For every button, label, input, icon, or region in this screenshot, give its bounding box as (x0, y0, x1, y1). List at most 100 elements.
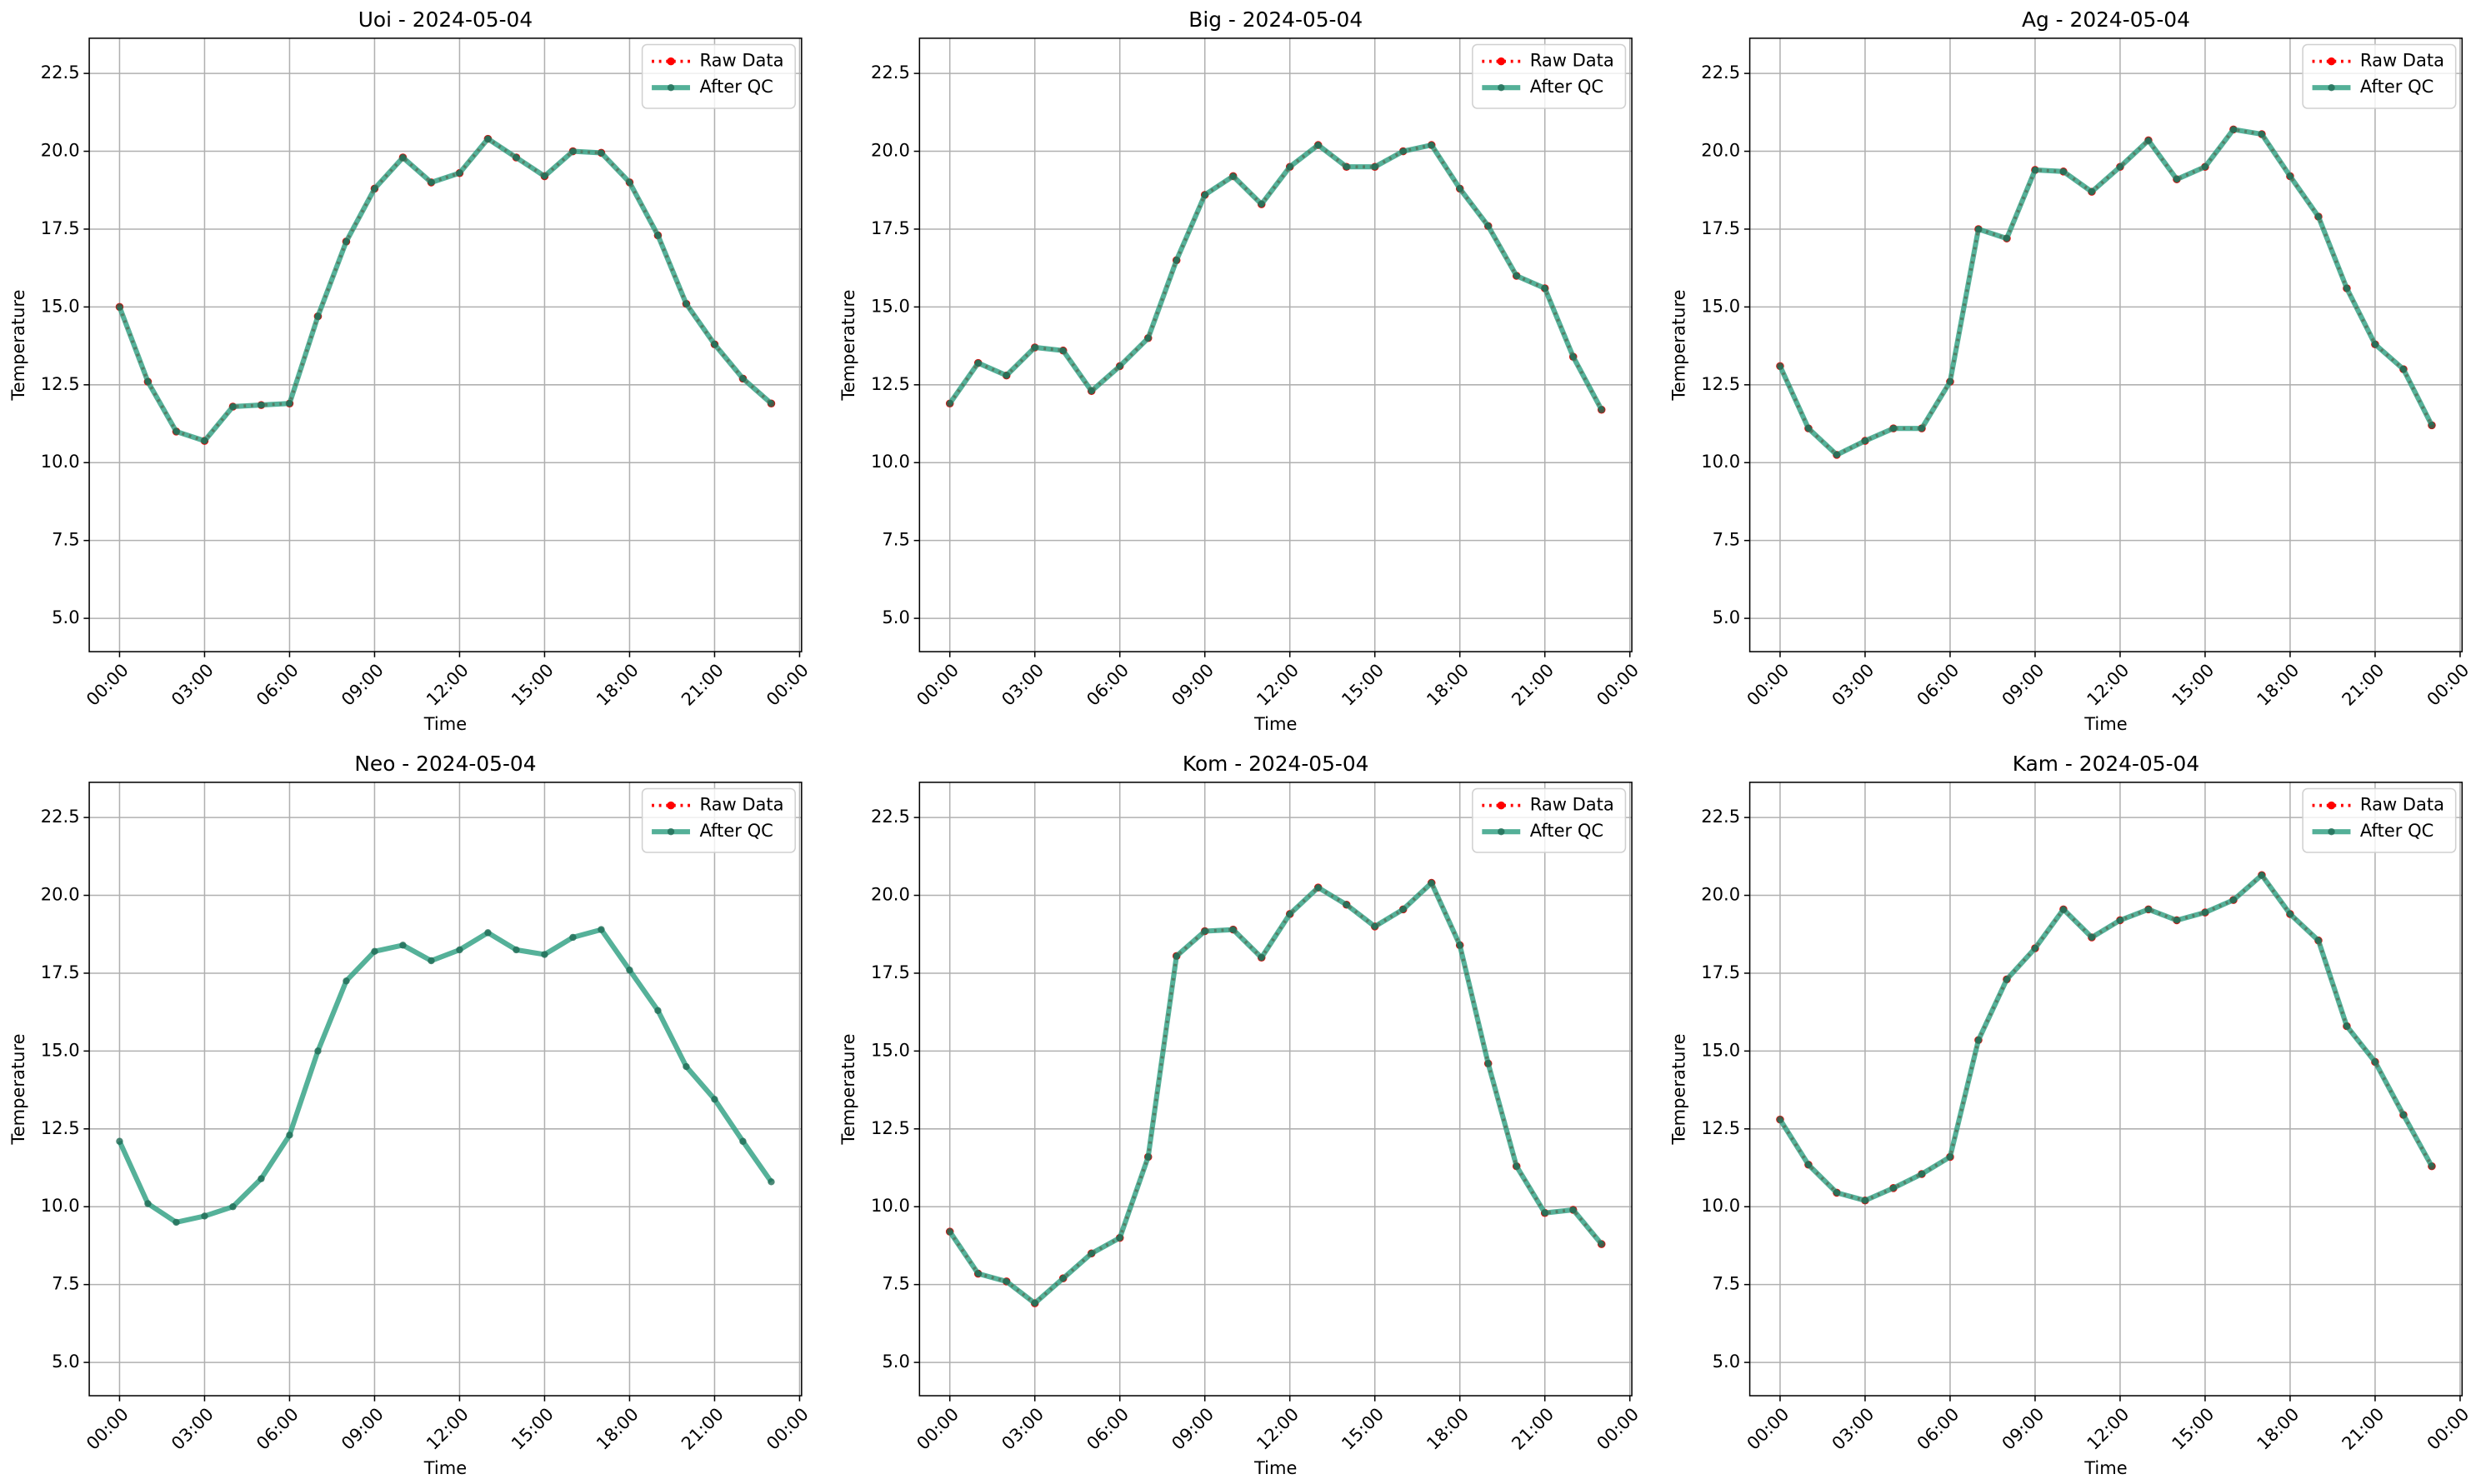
y-tick-label: 20.0 (41, 140, 80, 161)
y-tick-label: 5.0 (1713, 607, 1740, 627)
series-line (117, 927, 773, 1225)
legend-label: After QC (2360, 820, 2433, 841)
data-point (683, 300, 690, 307)
y-tick-label: 22.5 (41, 806, 80, 827)
chart-title: Kam - 2024-05-04 (2013, 752, 2199, 776)
y-tick-label: 7.5 (882, 1273, 909, 1294)
series-line (118, 137, 773, 442)
chart-title: Kom - 2024-05-04 (1183, 752, 1369, 776)
y-tick-label: 17.5 (41, 217, 80, 238)
data-point (1116, 362, 1123, 370)
data-point (2371, 341, 2379, 348)
data-point (201, 1212, 208, 1220)
data-point (2343, 1022, 2351, 1030)
data-point (2003, 234, 2011, 242)
x-tick-label: 03:00 (1828, 1403, 1878, 1454)
x-tick-label: 21:00 (677, 659, 728, 710)
x-tick-label: 12:00 (2083, 1403, 2133, 1454)
x-tick-label: 09:00 (1998, 1403, 2048, 1454)
data-point (484, 929, 492, 937)
y-tick-label: 12.5 (871, 1117, 910, 1138)
x-tick-label: 18:00 (2253, 659, 2303, 710)
data-point (343, 977, 350, 985)
data-point (768, 1178, 775, 1186)
data-point (456, 946, 463, 954)
data-point (371, 185, 378, 192)
data-point (513, 946, 520, 954)
x-tick-label: 18:00 (2253, 1403, 2303, 1454)
y-tick-label: 15.0 (41, 1039, 80, 1060)
legend-marker (667, 83, 675, 92)
data-point (1371, 163, 1378, 171)
data-point (513, 153, 520, 162)
x-tick-label: 15:00 (507, 1403, 558, 1454)
series-line (948, 142, 1604, 412)
data-point (1003, 1277, 1010, 1286)
legend-marker (2328, 827, 2335, 836)
data-point (1804, 1161, 1813, 1168)
data-point (229, 1203, 237, 1211)
x-tick-label: 21:00 (1508, 1403, 1558, 1454)
y-tick-label: 20.0 (871, 884, 910, 905)
data-point (1116, 1234, 1123, 1242)
data-point (1598, 1240, 1605, 1248)
y-tick-label: 5.0 (52, 607, 79, 627)
chart-title: Big - 2024-05-04 (1188, 7, 1363, 32)
x-tick-label: 00:00 (1593, 1403, 1643, 1454)
data-point (1974, 225, 1983, 233)
plot-frame (88, 782, 803, 1397)
series-line (1778, 873, 2433, 1202)
series-line (117, 136, 773, 444)
y-tick-label: 22.5 (41, 62, 80, 82)
x-tick-label: 12:00 (422, 1403, 473, 1454)
y-tick-label: 12.5 (871, 373, 910, 394)
data-point (2371, 1058, 2379, 1066)
x-tick-label: 00:00 (2423, 659, 2473, 710)
data-point (1541, 1209, 1548, 1217)
y-tick-label: 10.0 (1701, 451, 1740, 472)
data-point (598, 926, 605, 933)
chart-title: Ag - 2024-05-04 (2022, 7, 2190, 32)
y-tick-label: 7.5 (52, 529, 79, 550)
series-line (1778, 127, 2434, 457)
legend-label: After QC (1530, 820, 1603, 841)
data-point (484, 135, 492, 142)
legend-marker (1497, 801, 1506, 810)
data-point (2173, 917, 2181, 924)
data-point (1286, 910, 1293, 918)
series-line (1778, 872, 2434, 1203)
data-point (541, 951, 548, 958)
data-point (399, 153, 407, 162)
data-point (1059, 1274, 1067, 1282)
x-tick-label: 09:00 (1168, 659, 1218, 710)
y-tick-label: 12.5 (1701, 373, 1740, 394)
data-point (768, 400, 775, 407)
y-tick-label: 12.5 (41, 373, 80, 394)
data-point (1229, 926, 1237, 933)
data-point (1889, 1184, 1898, 1192)
y-tick-label: 17.5 (1701, 962, 1740, 982)
data-point (2286, 172, 2294, 180)
legend-label: Raw Data (1530, 794, 1614, 815)
data-point (371, 947, 378, 956)
panel: 5.0 7.5 10.0 12.5 15.0 17.5 20.0 22.5 00:00 03:00… (838, 752, 1643, 1478)
y-tick-label: 22.5 (871, 62, 910, 82)
data-point (2229, 896, 2238, 904)
data-point (2116, 163, 2124, 171)
legend-marker (667, 827, 675, 836)
x-tick-label: 21:00 (677, 1403, 728, 1454)
data-point (1031, 1299, 1038, 1307)
x-axis-label: Time (2083, 713, 2127, 734)
data-point (173, 1218, 180, 1227)
x-tick-label: 12:00 (1253, 1403, 1303, 1454)
y-tick-label: 10.0 (41, 451, 80, 472)
data-point (2031, 166, 2039, 174)
x-tick-label: 09:00 (337, 659, 388, 710)
x-tick-label: 09:00 (1168, 1403, 1218, 1454)
x-tick-label: 12:00 (2083, 659, 2133, 710)
data-point (1428, 879, 1435, 887)
legend-marker (2327, 801, 2336, 810)
x-tick-label: 06:00 (1083, 1403, 1133, 1454)
data-point (1513, 1162, 1520, 1170)
y-tick-label: 20.0 (1701, 884, 1740, 905)
